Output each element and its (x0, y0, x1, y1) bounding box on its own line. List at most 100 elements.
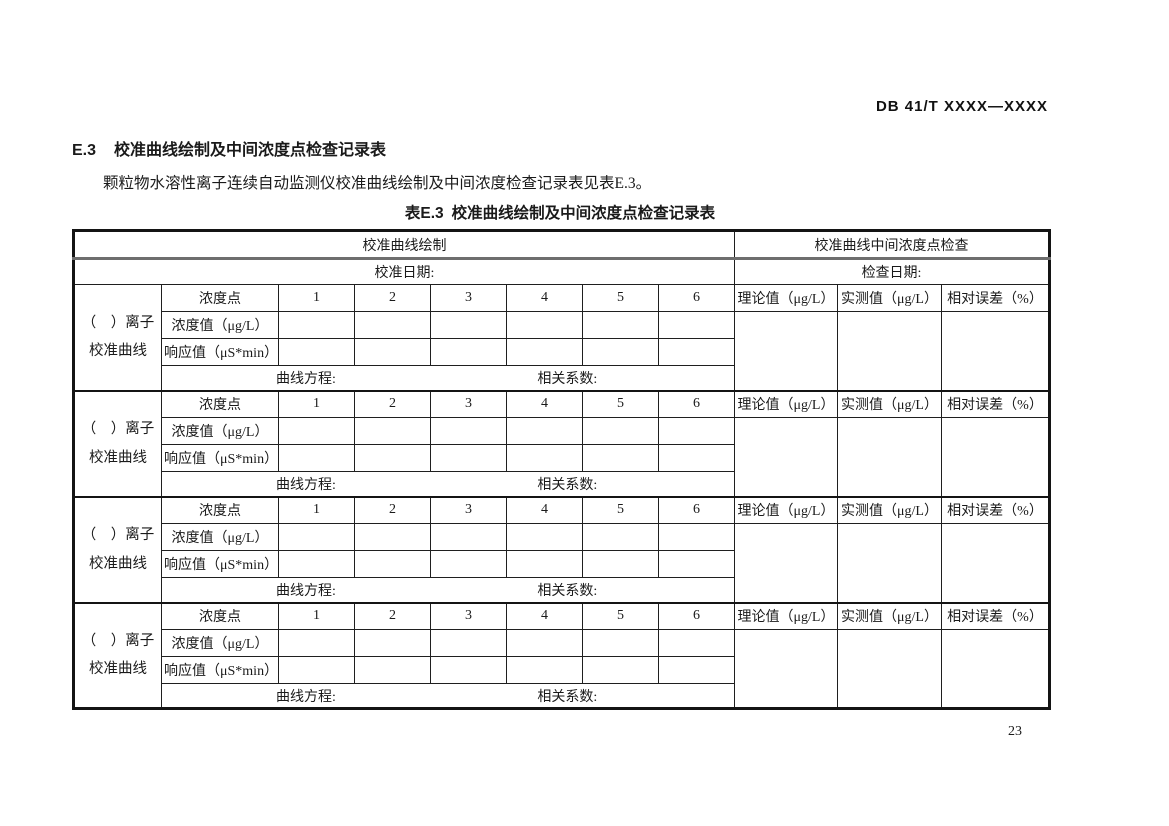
point-number-cell: 1 (278, 284, 355, 312)
measured-value-header: 实测值（μg/L） (837, 601, 942, 630)
empty-data-cell (506, 629, 583, 657)
ion-label-cell: （ ）离子 校准曲线 (73, 601, 162, 709)
theoretical-value-cell (734, 629, 838, 709)
point-number-cell: 4 (506, 389, 583, 418)
curve-equation-label: 曲线方程: (276, 477, 336, 493)
concentration-value-row: 浓度值（μg/L） (74, 311, 1051, 391)
empty-data-cell (658, 656, 735, 684)
point-number-cell: 5 (582, 389, 659, 418)
point-number-cell: 3 (430, 389, 507, 418)
value-label-cell: 浓度值（μg/L） (161, 417, 279, 445)
response-value-row: 响应值（μS*min） (74, 444, 1050, 472)
empty-data-cell (354, 629, 431, 657)
empty-data-cell (430, 338, 507, 366)
standard-code: DB 41/T XXXX—XXXX (875, 98, 1048, 115)
empty-data-cell (582, 656, 659, 684)
relative-error-cell (940, 311, 1051, 391)
empty-data-cell (354, 311, 431, 339)
empty-data-cell (430, 417, 507, 445)
empty-data-cell (430, 444, 507, 472)
calibration-date-cell: 校准日期: (73, 258, 735, 285)
page-number: 23 (1008, 724, 1022, 739)
curve-equation-label: 曲线方程: (276, 371, 336, 387)
empty-data-cell (658, 550, 735, 578)
ion-label-line1: （ ）离子 (81, 632, 155, 649)
equation-flex-wrap: 曲线方程: 相关系数: (164, 474, 732, 494)
point-number-cell: 5 (582, 601, 659, 630)
empty-data-cell (582, 338, 659, 366)
value-label-cell: 浓度值（μg/L） (161, 311, 279, 339)
measured-value-cell (837, 523, 942, 603)
ion-calibration-block: （ ）离子 校准曲线 浓度点 1 2 3 4 5 6 理论值（μg/L） 实测值… (73, 389, 1051, 497)
curve-equation-cell: 曲线方程: 相关系数: (161, 683, 735, 709)
empty-data-cell (278, 656, 355, 684)
ion-label-cell: （ ）离子 校准曲线 (73, 284, 162, 391)
point-number-cell: 3 (430, 284, 507, 312)
table-caption-number: 表E.3 (404, 205, 444, 222)
empty-data-cell (506, 550, 583, 578)
empty-data-cell (354, 523, 431, 551)
point-number-cell: 3 (430, 495, 507, 524)
section-title: 校准曲线绘制及中间浓度点检查记录表 (114, 142, 387, 159)
theoretical-value-cell (734, 311, 838, 391)
table-caption-title: 校准曲线绘制及中间浓度点检查记录表 (451, 205, 716, 222)
section-heading: E.3 校准曲线绘制及中间浓度点检查记录表 (72, 136, 386, 160)
empty-data-cell (430, 550, 507, 578)
point-number-cell: 4 (506, 495, 583, 524)
response-value-row: 响应值（μS*min） (74, 656, 1050, 684)
measured-value-header: 实测值（μg/L） (837, 389, 942, 418)
point-number-cell: 1 (278, 389, 355, 418)
empty-data-cell (506, 338, 583, 366)
ion-label-cell: （ ）离子 校准曲线 (73, 389, 162, 497)
ion-calibration-block: （ ）离子 校准曲线 浓度点 1 2 3 4 5 6 理论值（μg/L） 实测值… (73, 284, 1051, 391)
ion-calibration-block: （ ）离子 校准曲线 浓度点 1 2 3 4 5 6 理论值（μg/L） 实测值… (73, 495, 1051, 603)
measured-value-cell (837, 629, 942, 709)
point-label-cell: 浓度点 (161, 495, 279, 524)
empty-data-cell (582, 444, 659, 472)
relative-error-cell (940, 523, 1051, 603)
ion-label-line1: （ ）离子 (81, 527, 155, 544)
curve-equation-row: 曲线方程: 相关系数: (74, 683, 1050, 709)
empty-data-cell (658, 629, 735, 657)
measured-value-cell (837, 311, 942, 391)
response-label-cell: 响应值（μS*min） (161, 550, 279, 578)
correlation-coefficient-label: 相关系数: (537, 371, 598, 387)
empty-data-cell (582, 311, 659, 339)
concentration-value-row: 浓度值（μg/L） (74, 523, 1051, 603)
relative-error-cell (940, 417, 1051, 497)
empty-data-cell (354, 444, 431, 472)
curve-equation-label: 曲线方程: (276, 689, 336, 705)
equation-flex-wrap: 曲线方程: 相关系数: (164, 368, 732, 388)
empty-data-cell (354, 656, 431, 684)
ion-label-line2: 校准曲线 (89, 449, 147, 466)
right-section-header: 校准曲线中间浓度点检查 (733, 230, 1051, 260)
empty-data-cell (430, 629, 507, 657)
relative-error-cell (940, 629, 1051, 709)
relative-error-header: 相对误差（%） (940, 495, 1051, 524)
theoretical-value-header: 理论值（μg/L） (734, 389, 838, 418)
empty-data-cell (278, 338, 355, 366)
point-number-cell: 2 (354, 284, 431, 312)
empty-data-cell (658, 444, 735, 472)
point-label-cell: 浓度点 (161, 601, 279, 630)
concentration-point-row: （ ）离子 校准曲线 浓度点 1 2 3 4 5 6 理论值（μg/L） 实测值… (73, 284, 1051, 391)
empty-data-cell (278, 444, 355, 472)
measured-value-header: 实测值（μg/L） (837, 495, 942, 524)
value-label-cell: 浓度值（μg/L） (161, 629, 279, 657)
theoretical-value-header: 理论值（μg/L） (734, 284, 838, 312)
empty-data-cell (430, 656, 507, 684)
curve-equation-label: 曲线方程: (276, 583, 336, 599)
correlation-coefficient-label: 相关系数: (537, 689, 598, 705)
left-section-header: 校准曲线绘制 (73, 230, 735, 260)
empty-data-cell (582, 550, 659, 578)
empty-data-cell (582, 629, 659, 657)
value-label-cell: 浓度值（μg/L） (161, 523, 279, 551)
relative-error-header: 相对误差（%） (940, 389, 1051, 418)
empty-data-cell (582, 523, 659, 551)
empty-data-cell (506, 656, 583, 684)
empty-data-cell (278, 311, 355, 339)
point-number-cell: 2 (354, 495, 431, 524)
curve-equation-row: 曲线方程: 相关系数: (74, 365, 1050, 391)
relative-error-header: 相对误差（%） (940, 284, 1051, 312)
empty-data-cell (278, 550, 355, 578)
